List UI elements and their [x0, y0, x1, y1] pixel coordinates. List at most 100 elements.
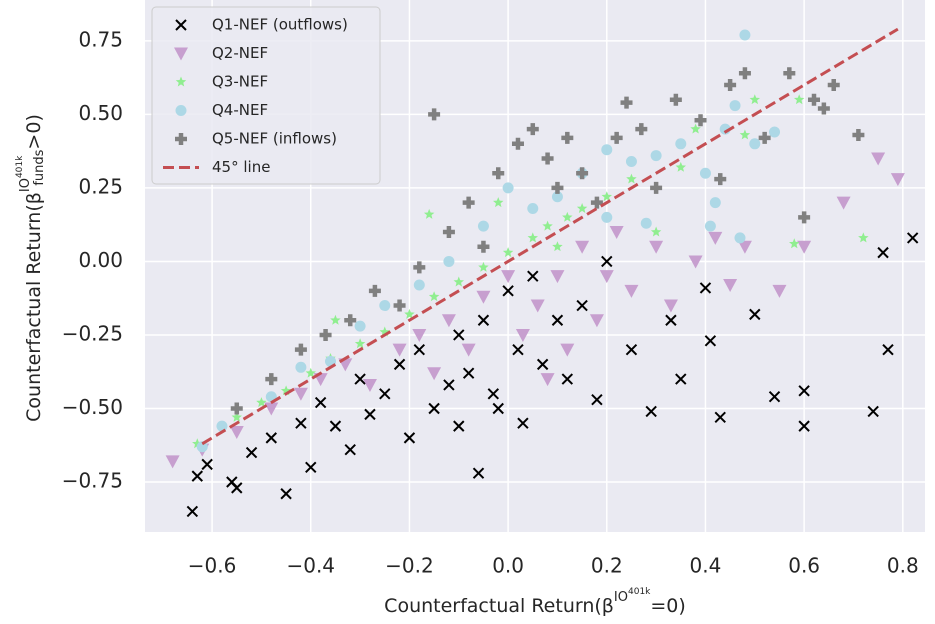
x-marker: [453, 420, 465, 432]
triangle-marker: [737, 240, 752, 254]
triangle-marker: [165, 455, 180, 469]
legend-label: 45° line: [212, 158, 270, 176]
x-label-end: =0): [650, 595, 685, 617]
x-marker: [314, 396, 327, 409]
plus-marker: [783, 67, 796, 80]
y-tick-label: 0.75: [78, 27, 123, 51]
y-tick-label: −0.50: [62, 395, 123, 419]
triangle-marker: [836, 196, 851, 210]
x-marker: [625, 343, 638, 356]
circle-marker: [601, 211, 613, 223]
circle-marker: [709, 197, 721, 209]
x-tick-label: 0.6: [788, 554, 820, 578]
triangle-marker: [540, 373, 555, 387]
star-marker: [749, 94, 761, 105]
x-marker: [364, 408, 376, 421]
triangle-marker: [550, 270, 565, 284]
star-marker: [280, 385, 292, 396]
circle-marker: [477, 220, 489, 232]
y-label-sup: IO: [18, 178, 33, 192]
plus-marker: [393, 299, 406, 312]
star-marker: [542, 220, 553, 231]
x-marker: [517, 417, 529, 429]
plus-marker: [541, 152, 554, 165]
legend-label: Q3-NEF: [212, 73, 268, 91]
star-marker: [601, 191, 613, 202]
x-marker: [403, 432, 416, 444]
triangle-marker: [427, 367, 442, 381]
plus-marker: [492, 167, 505, 180]
circle-marker: [379, 300, 391, 312]
circle-marker: [354, 320, 366, 332]
x-marker: [305, 461, 317, 474]
triangle-marker: [501, 270, 516, 284]
y-tick-label: 0.00: [78, 248, 123, 272]
triangle-marker: [575, 240, 590, 254]
x-marker: [551, 314, 564, 326]
x-label-supsup: 401k: [628, 587, 651, 597]
x-marker: [536, 358, 549, 371]
x-marker: [665, 314, 677, 326]
y-label-sub: funds: [32, 149, 47, 185]
triangle-marker: [663, 299, 678, 313]
plus-marker: [576, 167, 589, 180]
x-marker: [675, 373, 687, 385]
y-label-supsup: 401k: [15, 155, 25, 178]
plus-marker: [413, 261, 426, 274]
triangle-marker: [392, 343, 407, 357]
triangle-marker: [772, 284, 787, 298]
x-marker: [704, 335, 717, 347]
triangle-marker: [708, 231, 723, 245]
triangle-marker: [609, 226, 624, 240]
circle-marker: [640, 217, 652, 229]
star-marker: [576, 203, 588, 213]
plus-marker: [694, 114, 707, 127]
circle-marker: [413, 279, 425, 291]
triangle-marker: [264, 402, 279, 416]
plus-marker: [551, 181, 564, 194]
legend-label: Q4-NEF: [212, 101, 268, 119]
circle-marker: [749, 138, 761, 150]
plus-marker: [738, 67, 751, 80]
x-marker: [487, 388, 500, 400]
star-marker: [354, 338, 366, 349]
y-tick-label: 0.50: [78, 101, 123, 125]
x-marker: [492, 402, 504, 415]
triangle-marker: [589, 314, 604, 328]
triangle-marker: [649, 240, 664, 254]
circle-marker: [699, 167, 711, 179]
x-marker: [714, 411, 726, 424]
plus-marker: [635, 123, 648, 136]
x-marker: [477, 314, 490, 326]
x-tick-label: −0.4: [286, 554, 335, 578]
x-marker: [768, 391, 781, 403]
circle-marker: [734, 232, 746, 244]
plus-marker: [344, 314, 357, 327]
circle-marker: [739, 29, 751, 41]
plus-marker: [650, 181, 663, 194]
star-marker: [552, 241, 563, 252]
star-marker: [404, 308, 415, 319]
triangle-marker: [530, 299, 545, 313]
plus-marker: [294, 343, 307, 356]
triangle-marker: [688, 255, 703, 269]
plus-marker: [590, 196, 603, 209]
star-marker: [527, 232, 539, 243]
triangle-marker: [229, 426, 244, 440]
circle-marker: [675, 138, 687, 150]
x-tick-label: −0.2: [385, 554, 434, 578]
circle-marker: [551, 191, 563, 203]
triangle-marker: [624, 284, 639, 298]
triangle-marker: [560, 343, 575, 357]
circle-marker: [625, 155, 637, 167]
x-marker: [428, 402, 440, 415]
y-label-end: >0): [23, 114, 45, 149]
triangle-marker: [723, 278, 738, 292]
reference-line: [201, 27, 899, 446]
x-marker: [798, 385, 810, 397]
plus-marker: [319, 328, 332, 341]
star-marker: [453, 276, 465, 287]
plus-marker: [230, 402, 243, 415]
x-marker: [231, 482, 243, 494]
x-marker: [462, 367, 475, 379]
